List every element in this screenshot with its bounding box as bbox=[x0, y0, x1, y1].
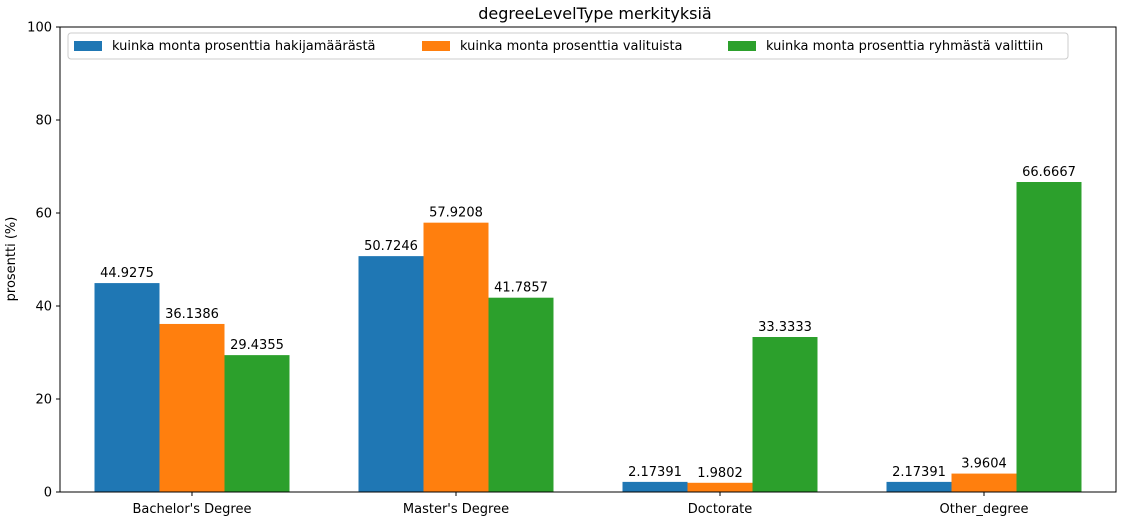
x-tick-label: Master's Degree bbox=[403, 502, 509, 517]
data-label: 57.9208 bbox=[429, 206, 483, 221]
data-label: 1.9802 bbox=[697, 466, 743, 481]
bar-1-1 bbox=[94, 283, 160, 492]
bar-2-4 bbox=[951, 473, 1017, 492]
y-tick-label: 20 bbox=[35, 393, 52, 408]
y-tick-label: 100 bbox=[27, 21, 52, 36]
legend-label: kuinka monta prosenttia hakijamäärästä bbox=[112, 39, 376, 54]
data-label: 3.9604 bbox=[961, 457, 1007, 472]
x-tick-label: Other_degree bbox=[940, 502, 1029, 517]
y-axis-label: prosentti (%) bbox=[4, 217, 19, 302]
x-tick-label: Bachelor's Degree bbox=[133, 502, 252, 517]
bar-3-1 bbox=[224, 355, 290, 492]
legend-label: kuinka monta prosenttia ryhmästä valitti… bbox=[766, 39, 1043, 54]
y-tick-label: 40 bbox=[35, 300, 52, 315]
axes-frame bbox=[59, 26, 1117, 493]
data-label: 41.7857 bbox=[494, 281, 548, 296]
bar-3-3 bbox=[752, 337, 818, 492]
y-tick-label: 0 bbox=[44, 486, 52, 501]
data-label: 33.3333 bbox=[758, 320, 812, 335]
legend-box bbox=[67, 32, 1069, 60]
data-label: 50.7246 bbox=[364, 239, 418, 254]
legend-swatch bbox=[728, 41, 756, 51]
bar-3-2 bbox=[488, 297, 554, 492]
plot-area: 0 20 40 60 80 100 44.9275 36.1386 29.4355 Bachelo… bbox=[27, 21, 1117, 517]
y-tick-label: 80 bbox=[35, 114, 52, 129]
x-tick-label: Doctorate bbox=[688, 502, 753, 517]
data-label: 2.17391 bbox=[628, 465, 682, 480]
legend-label: kuinka monta prosenttia valituista bbox=[460, 39, 683, 54]
bar-2-1 bbox=[159, 323, 225, 492]
bar-3-4 bbox=[1016, 181, 1082, 492]
bar-1-2 bbox=[358, 256, 424, 492]
bar-2-2 bbox=[423, 222, 489, 492]
data-label: 2.17391 bbox=[892, 465, 946, 480]
data-label: 44.9275 bbox=[100, 266, 154, 281]
bar-1-3 bbox=[622, 481, 688, 492]
bar-1-4 bbox=[886, 481, 952, 492]
legend-swatch bbox=[422, 41, 450, 51]
data-label: 29.4355 bbox=[230, 338, 284, 353]
data-label: 66.6667 bbox=[1022, 165, 1076, 180]
legend-swatch bbox=[74, 41, 102, 51]
y-tick-label: 60 bbox=[35, 207, 52, 222]
chart-title: degreeLevelType merkityksiä bbox=[478, 4, 711, 23]
legend: kuinka monta prosenttia hakijamäärästä ku… bbox=[67, 32, 1069, 60]
data-label: 36.1386 bbox=[165, 307, 219, 322]
bar-2-3 bbox=[687, 482, 753, 492]
